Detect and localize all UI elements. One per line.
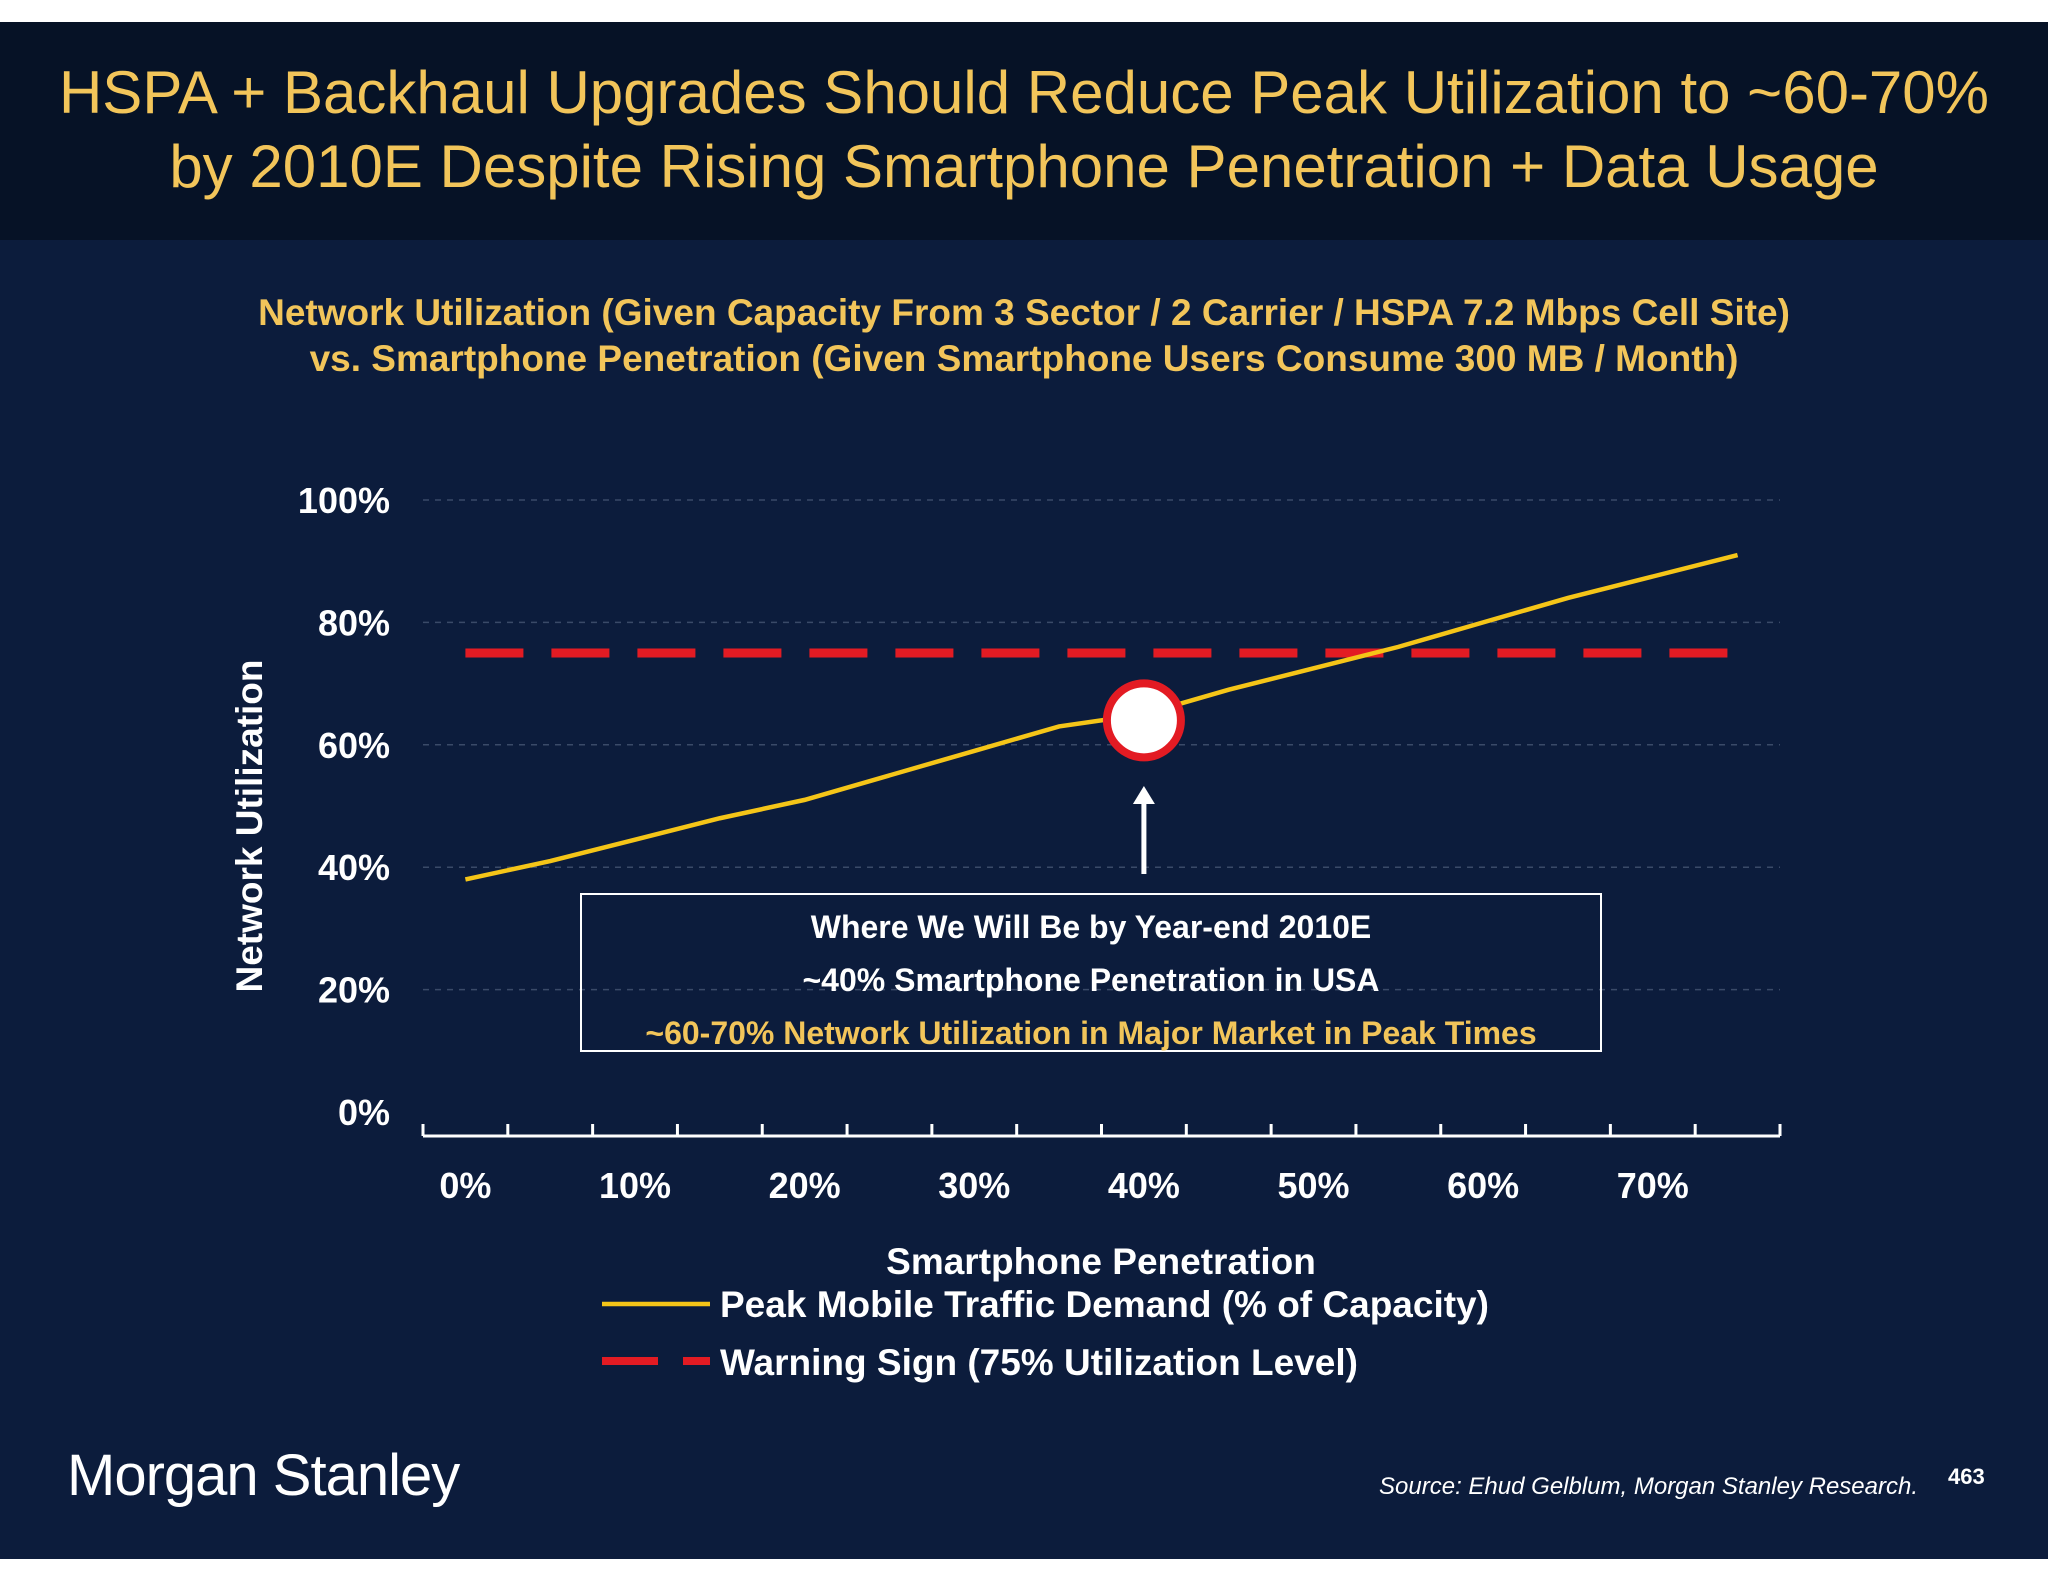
demand-line [464,552,1739,882]
legend-label-warning: Warning Sign (75% Utilization Level) [720,1342,1358,1383]
annotation-line-3: ~60-70% Network Utilization in Major Mar… [645,1015,1537,1051]
highlight-marker [1102,679,1185,762]
y-tick-label: 80% [318,602,390,643]
annotation-line-1: Where We Will Be by Year-end 2010E [810,909,1372,945]
morgan-stanley-logo: Morgan Stanley [67,1443,460,1508]
arrow-head [1132,786,1155,804]
chart-subtitle: vs. Smartphone Penetration (Given Smartp… [309,338,1739,379]
slide-title-line-1: HSPA + Backhaul Upgrades Should Reduce P… [58,59,1990,126]
x-tick-label: 70% [1617,1165,1689,1206]
y-tick-label: 20% [318,970,390,1011]
slide-title-line-2: by 2010E Despite Rising Smartphone Penet… [169,133,1879,200]
title-band: HSPA + Backhaul Upgrades Should Reduce P… [0,22,2048,240]
annotation-box: Where We Will Be by Year-end 2010E ~40% … [580,893,1602,1052]
annotation-line-2: ~40% Smartphone Penetration in USA [802,962,1380,998]
x-tick-label: 30% [938,1165,1010,1206]
x-tick-label: 40% [1108,1165,1180,1206]
chart-title: Network Utilization (Given Capacity From… [258,292,1790,333]
y-tick-label: 100% [298,480,390,521]
slide: HSPA + Backhaul Upgrades Should Reduce P… [0,22,2048,1559]
page-number: 463 [1948,1464,1985,1489]
x-tick-label: 50% [1278,1165,1350,1206]
x-tick-label: 10% [599,1165,671,1206]
y-axis-title: Network Utilization [229,659,270,992]
y-tick-label: 40% [318,847,390,888]
x-tick-label: 0% [439,1165,491,1206]
x-tick-label: 20% [769,1165,841,1206]
y-tick-label: 60% [318,725,390,766]
x-tick-label: 60% [1447,1165,1519,1206]
source-note: Source: Ehud Gelblum, Morgan Stanley Res… [1379,1473,1918,1500]
legend-label-demand: Peak Mobile Traffic Demand (% of Capacit… [720,1284,1489,1325]
y-tick-label: 0% [338,1092,390,1133]
x-axis-title: Smartphone Penetration [886,1241,1316,1282]
line-chart: 0% 20% 40% 60% 80% 100% 0% 10% 20% 30% 40% 50% 60% 70… [229,480,1782,1365]
